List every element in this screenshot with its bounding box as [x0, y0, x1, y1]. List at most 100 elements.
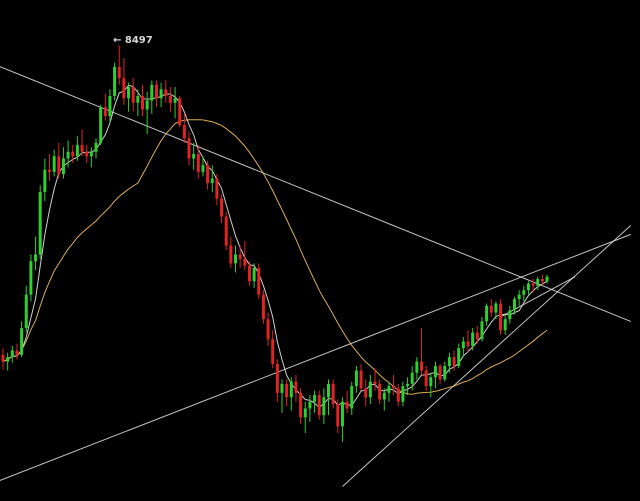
candle — [122, 58, 126, 105]
candle — [201, 156, 205, 177]
candle — [294, 374, 298, 402]
candle-body — [108, 96, 112, 117]
candle — [206, 160, 210, 190]
candle — [108, 89, 112, 123]
candle — [350, 381, 354, 416]
candle-body — [206, 165, 210, 184]
candle-body — [508, 310, 512, 320]
candle — [354, 366, 358, 393]
candle-body — [113, 67, 117, 97]
candle — [443, 361, 447, 382]
candle-body — [331, 383, 335, 404]
candle — [271, 330, 275, 369]
candle — [24, 285, 28, 333]
candle — [480, 316, 484, 342]
candle-body — [66, 151, 70, 159]
candle — [536, 276, 540, 291]
candle — [215, 174, 219, 206]
candle — [392, 374, 396, 396]
candle — [517, 290, 521, 306]
candle — [15, 343, 19, 360]
candle-body — [424, 370, 428, 387]
candle-body — [6, 357, 10, 362]
candle-body — [34, 254, 38, 262]
moving-average-layer — [2, 84, 548, 409]
candle — [182, 113, 186, 143]
trendline-4 — [500, 276, 576, 318]
candle-body — [392, 386, 396, 389]
moving-average-5 — [2, 84, 548, 409]
candle-body — [485, 305, 489, 322]
candle — [485, 303, 489, 326]
candle — [224, 212, 228, 250]
candle-body — [103, 107, 107, 117]
candle — [373, 368, 377, 391]
candle-body — [192, 154, 196, 159]
candle — [145, 91, 149, 134]
candle — [438, 363, 442, 384]
candle — [1, 348, 5, 370]
candle — [192, 142, 196, 170]
candle — [168, 87, 172, 112]
candle — [89, 147, 93, 168]
candle — [57, 142, 61, 179]
candle-body — [294, 381, 298, 393]
peak-price-label: 8497 — [124, 35, 153, 46]
candle-body — [336, 403, 340, 427]
candle — [452, 350, 456, 371]
candle — [331, 379, 335, 409]
candle — [317, 390, 321, 420]
candle — [159, 82, 163, 108]
candle-body — [131, 87, 135, 103]
candle — [382, 388, 386, 411]
candle — [526, 281, 530, 295]
candle — [117, 45, 121, 85]
candle-body — [415, 361, 419, 373]
trendline-1 — [0, 66, 631, 322]
candle-body — [168, 96, 172, 103]
candle — [252, 263, 256, 288]
candle-body — [43, 169, 47, 192]
candle — [127, 82, 131, 112]
candle — [513, 296, 516, 315]
candle — [20, 321, 24, 358]
candle-body — [471, 332, 475, 346]
candle-body — [266, 319, 270, 340]
candle-body — [52, 156, 56, 172]
candle-body — [503, 319, 507, 331]
candle — [48, 154, 51, 181]
candle-body — [275, 363, 279, 393]
candle-body — [327, 383, 330, 398]
candle-body — [345, 401, 349, 409]
trendline-layer — [0, 66, 632, 487]
candle — [71, 145, 75, 163]
candle-body — [299, 392, 303, 418]
candle-body — [75, 145, 79, 157]
candle — [433, 361, 437, 389]
candle — [29, 254, 33, 302]
candle-body — [513, 299, 516, 311]
candle-body — [447, 357, 451, 367]
candle — [243, 241, 247, 271]
candle-body — [466, 341, 470, 346]
candle — [238, 245, 242, 268]
candle-body — [48, 169, 51, 172]
candle-body — [354, 370, 358, 387]
candle — [85, 145, 89, 163]
candle-body — [243, 258, 247, 266]
candle-body — [261, 294, 265, 320]
candle-body — [540, 279, 544, 282]
candle — [429, 372, 433, 398]
candle — [210, 165, 214, 192]
candle-body — [1, 354, 5, 362]
candle — [173, 87, 177, 119]
candle — [378, 379, 382, 404]
candle-body — [340, 401, 344, 427]
candle-body — [410, 372, 414, 384]
candle — [461, 337, 465, 358]
candle-body — [154, 84, 158, 99]
candle-body — [517, 294, 521, 300]
candle-body — [452, 357, 456, 367]
candle-body — [20, 328, 24, 355]
candle-body — [150, 84, 154, 101]
